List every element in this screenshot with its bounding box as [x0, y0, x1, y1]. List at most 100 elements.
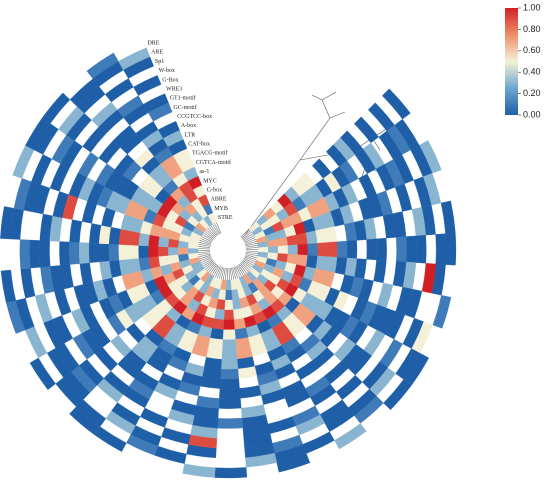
heatmap-cell — [233, 317, 246, 330]
row-label: as-1 — [199, 169, 209, 175]
row-label: ABRE — [210, 197, 226, 203]
heatmap-cell — [69, 241, 80, 265]
heatmap-cell — [20, 267, 36, 299]
heatmap-cell — [158, 246, 169, 257]
tree-branch — [198, 252, 211, 256]
tree-branch — [234, 266, 241, 278]
heatmap-cell — [379, 338, 403, 368]
tree-branch — [205, 261, 215, 270]
heatmap-cell — [221, 348, 238, 360]
heatmap-cell — [376, 282, 394, 309]
heatmap-cell — [42, 92, 71, 124]
row-label: Sp1 — [155, 59, 164, 65]
heatmap-cell — [94, 426, 127, 452]
heatmap-cell — [305, 230, 318, 245]
heatmap-cell — [382, 88, 411, 120]
heatmap-cell — [326, 241, 338, 258]
heatmap-cell — [24, 326, 48, 359]
heatmap-cell — [373, 259, 387, 284]
heatmap-cell — [415, 234, 427, 264]
tree-branch — [202, 234, 213, 242]
heatmap-cell — [168, 246, 179, 256]
colorbar — [505, 8, 518, 115]
heatmap-cell — [108, 243, 120, 262]
row-label: DRE — [147, 41, 159, 47]
tree-branch — [235, 265, 242, 277]
tree-branch — [245, 240, 257, 246]
heatmap-cell — [128, 244, 140, 260]
row-label: W-box — [159, 68, 175, 74]
heatmap-cell — [104, 78, 134, 103]
tree-branch — [212, 224, 220, 235]
heatmap-cell — [148, 245, 159, 258]
tree-branch — [245, 251, 258, 255]
row-label: MYC — [203, 178, 217, 184]
heatmap-cell — [207, 212, 217, 225]
tree-branch — [241, 230, 251, 239]
tree-branch — [244, 238, 257, 244]
tree-branch — [201, 236, 213, 243]
heatmap-cell — [12, 145, 35, 179]
tree-branch — [205, 229, 216, 238]
heatmap-cell — [139, 407, 169, 428]
row-label: CAT-box — [188, 142, 210, 148]
tree-branch — [208, 226, 217, 237]
heatmap-cell — [222, 329, 236, 340]
heatmap-cell — [208, 337, 223, 350]
heatmap-cell — [363, 329, 386, 357]
tree-branch — [239, 263, 248, 274]
row-label: MYB — [214, 206, 228, 212]
heatmap-cell — [148, 102, 173, 122]
heatmap-cell — [217, 417, 244, 429]
heatmap-cell — [305, 255, 318, 269]
tree-branch — [198, 253, 211, 258]
tree-branch — [218, 267, 224, 279]
colorbar-label: 0.20 — [523, 88, 541, 98]
row-label: G-Box — [162, 77, 178, 83]
row-label: CGTCA-motif — [196, 159, 231, 166]
heatmap-cell — [223, 309, 234, 320]
tree-branch — [220, 267, 225, 280]
heatmap-cell — [316, 242, 328, 257]
heatmap-cell — [118, 244, 130, 261]
center-tree — [197, 222, 259, 281]
heatmap-cell — [154, 445, 187, 464]
heatmap-cell — [69, 219, 83, 243]
heatmap-cell — [287, 244, 298, 255]
tree-branch — [245, 254, 258, 259]
tree-branch — [199, 254, 211, 260]
heatmap-cell — [297, 243, 308, 256]
heatmap-cell — [336, 374, 363, 401]
heatmap-cell — [218, 398, 242, 409]
colorbar-label: 0.40 — [523, 67, 541, 77]
heatmap-cell — [82, 126, 107, 153]
row-label: LTR — [185, 132, 196, 138]
tree-branch — [242, 260, 253, 268]
tree-branch — [201, 258, 213, 265]
tree-branch — [208, 263, 217, 273]
heatmap-cell — [161, 427, 191, 445]
heatmap-cell — [187, 247, 199, 254]
tree-branch — [200, 257, 212, 263]
tree-branch — [244, 237, 256, 243]
heatmap-cell — [267, 416, 296, 434]
tree-branch — [206, 262, 216, 272]
heatmap-cell — [234, 327, 249, 340]
heatmap-cell — [54, 288, 72, 316]
tree-branch — [244, 255, 257, 261]
tree-branch — [211, 264, 219, 276]
heatmap-cell — [440, 200, 456, 234]
heatmap-cell — [307, 243, 318, 257]
heatmap-cell — [376, 237, 387, 261]
row-label: GT1-motif — [170, 95, 196, 102]
heatmap-cell — [223, 319, 235, 330]
tree-branch — [198, 243, 211, 247]
heatmap-cell — [49, 163, 70, 192]
heatmap-cell — [0, 269, 17, 303]
colorbar-ticks: 0.00 0.20 0.40 0.60 0.80 1.00 — [518, 2, 541, 119]
heatmap-cell — [295, 232, 308, 245]
tree-branch — [243, 235, 255, 242]
heatmap-cell — [29, 357, 56, 390]
